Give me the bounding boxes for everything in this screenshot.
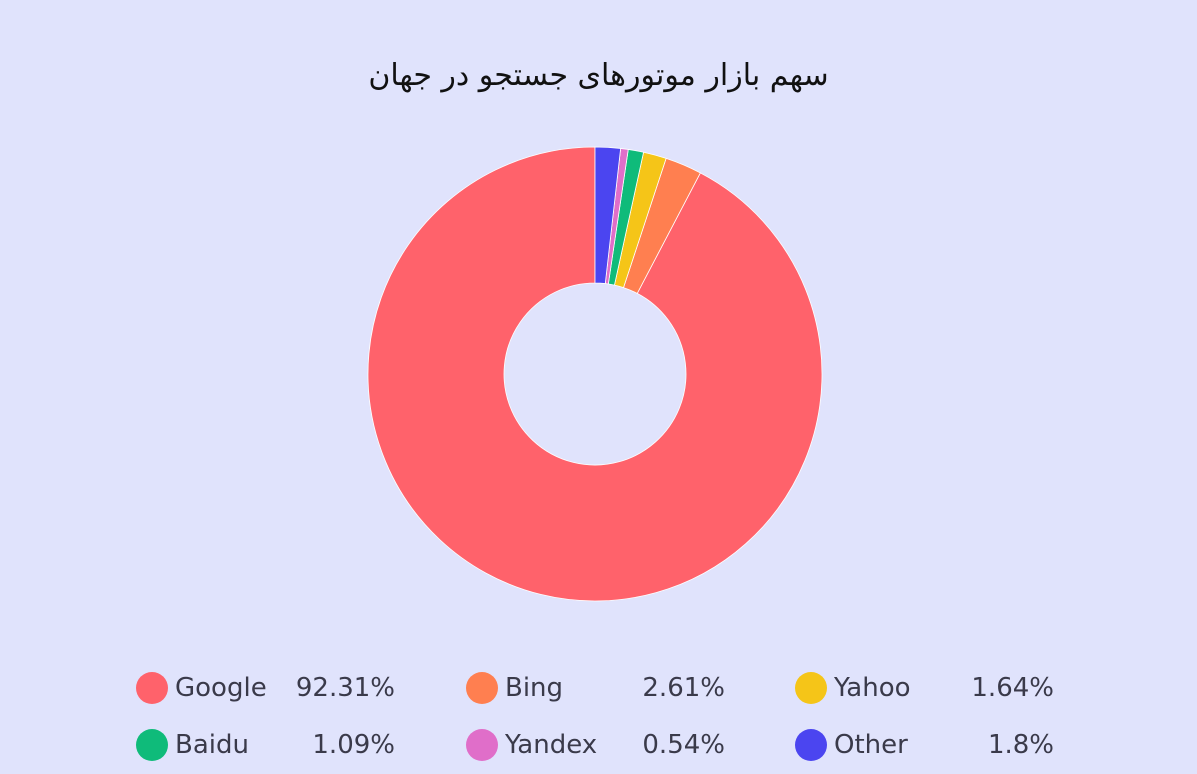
slice-google[interactable] [367,146,823,602]
slice-yahoo[interactable] [613,151,667,289]
slice-bing[interactable] [622,157,701,294]
slice-baidu[interactable] [607,148,645,286]
chart-title: سهم بازار موتورهای جستجو در جهان [368,58,829,93]
slice-other[interactable] [594,146,622,285]
